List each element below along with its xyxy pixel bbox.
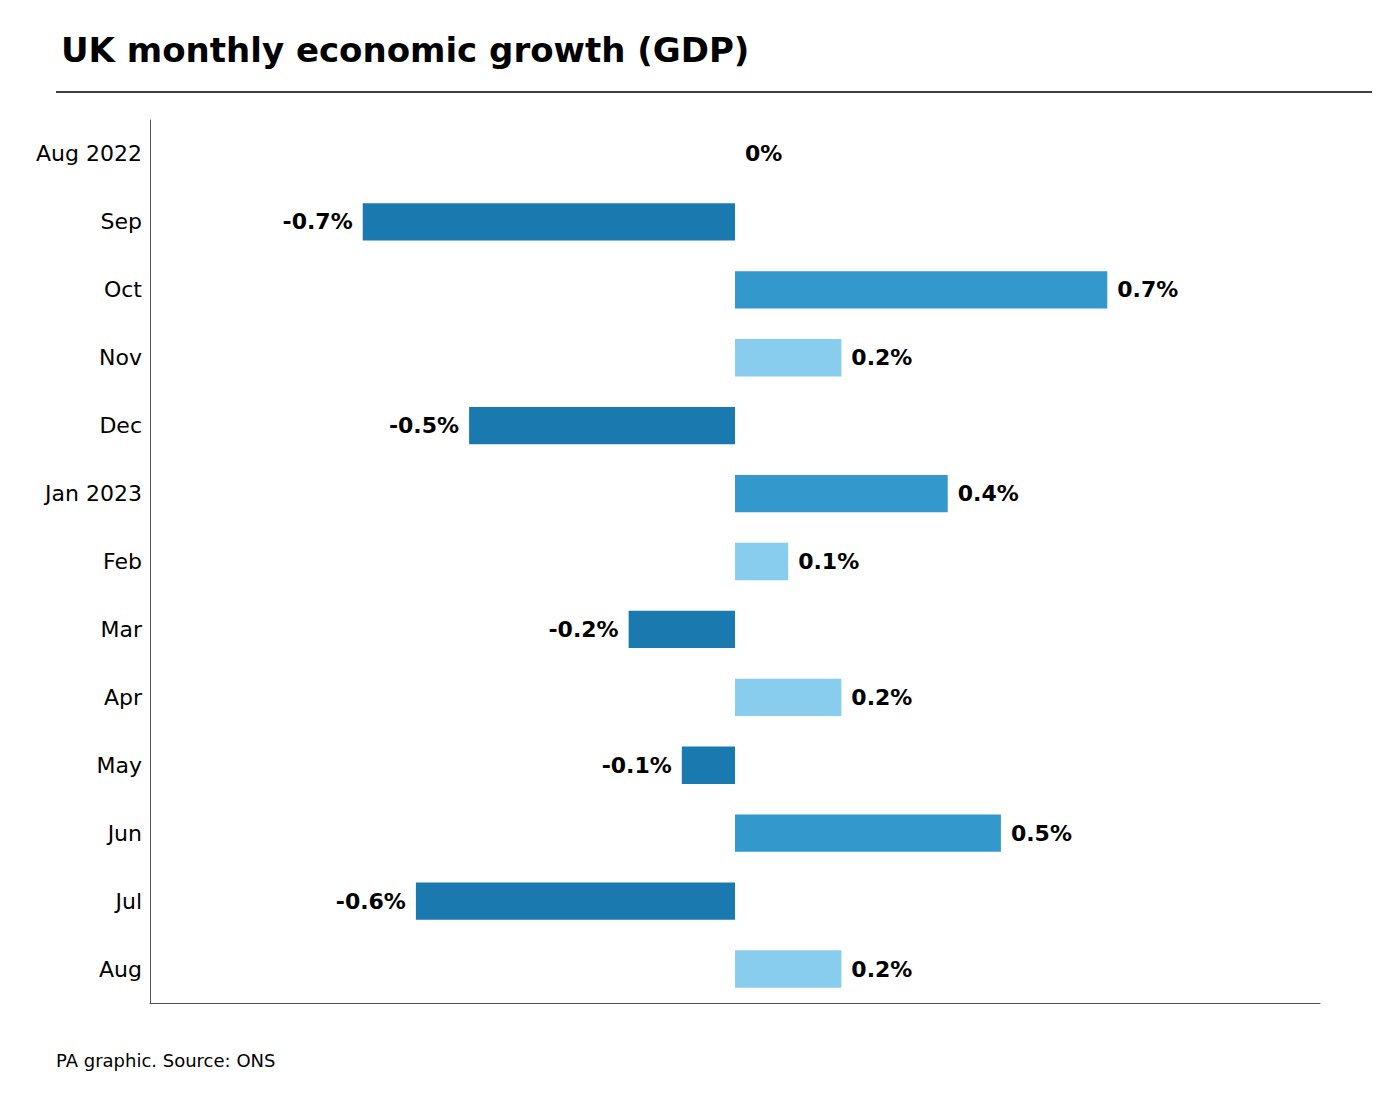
svg-text:0.5%: 0.5% bbox=[1011, 821, 1072, 846]
svg-text:0.4%: 0.4% bbox=[958, 481, 1019, 506]
svg-text:0.2%: 0.2% bbox=[851, 957, 912, 982]
svg-text:0.2%: 0.2% bbox=[851, 685, 912, 710]
svg-text:Feb: Feb bbox=[103, 549, 142, 574]
svg-text:0.1%: 0.1% bbox=[798, 549, 859, 574]
svg-text:Jan 2023: Jan 2023 bbox=[43, 481, 142, 506]
svg-text:-0.1%: -0.1% bbox=[602, 753, 672, 778]
svg-text:Aug 2022: Aug 2022 bbox=[36, 141, 142, 166]
svg-text:Apr: Apr bbox=[104, 685, 143, 710]
svg-text:-0.7%: -0.7% bbox=[283, 209, 353, 234]
svg-text:Oct: Oct bbox=[104, 277, 142, 302]
svg-text:Jul: Jul bbox=[113, 889, 142, 914]
svg-text:Jun: Jun bbox=[106, 821, 142, 846]
svg-text:Nov: Nov bbox=[99, 345, 142, 370]
svg-text:May: May bbox=[97, 753, 142, 778]
svg-text:-0.2%: -0.2% bbox=[548, 617, 618, 642]
svg-text:-0.5%: -0.5% bbox=[389, 413, 459, 438]
svg-text:Mar: Mar bbox=[100, 617, 142, 642]
svg-text:PA graphic. Source: ONS: PA graphic. Source: ONS bbox=[56, 1050, 275, 1071]
svg-text:Aug: Aug bbox=[99, 957, 142, 982]
svg-text:Sep: Sep bbox=[101, 209, 142, 234]
svg-text:UK monthly economic growth (GD: UK monthly economic growth (GDP) bbox=[61, 30, 749, 70]
svg-text:0.7%: 0.7% bbox=[1117, 277, 1178, 302]
svg-text:Dec: Dec bbox=[99, 413, 142, 438]
svg-text:0%: 0% bbox=[745, 141, 782, 166]
svg-text:0.2%: 0.2% bbox=[851, 345, 912, 370]
svg-text:-0.6%: -0.6% bbox=[336, 889, 406, 914]
